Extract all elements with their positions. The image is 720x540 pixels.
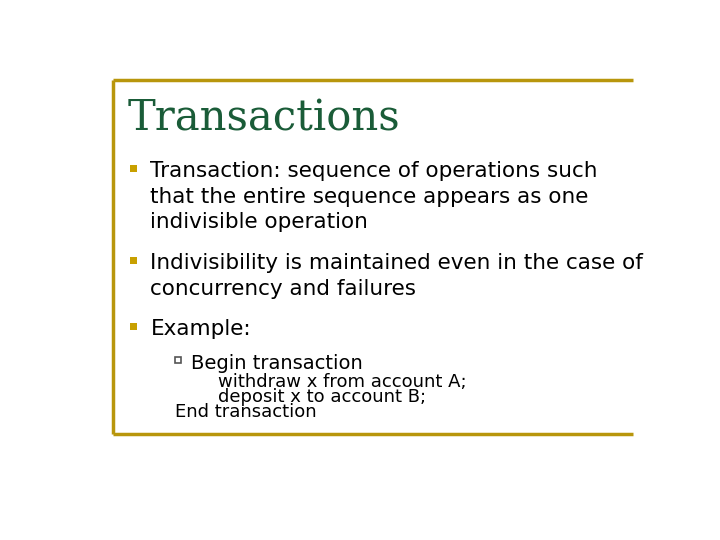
Text: withdraw x from account A;: withdraw x from account A;: [218, 373, 467, 391]
Text: Transactions: Transactions: [127, 97, 400, 139]
Bar: [130, 165, 138, 172]
Text: Indivisibility is maintained even in the case of
concurrency and failures: Indivisibility is maintained even in the…: [150, 253, 644, 299]
Bar: [130, 257, 138, 264]
Text: deposit x to account B;: deposit x to account B;: [218, 388, 426, 406]
Text: Transaction: sequence of operations such
that the entire sequence appears as one: Transaction: sequence of operations such…: [150, 161, 598, 232]
Bar: [175, 357, 181, 363]
Text: Begin transaction: Begin transaction: [191, 354, 362, 373]
Bar: [130, 322, 138, 329]
Text: Example:: Example:: [150, 319, 251, 339]
Text: End transaction: End transaction: [175, 403, 317, 421]
